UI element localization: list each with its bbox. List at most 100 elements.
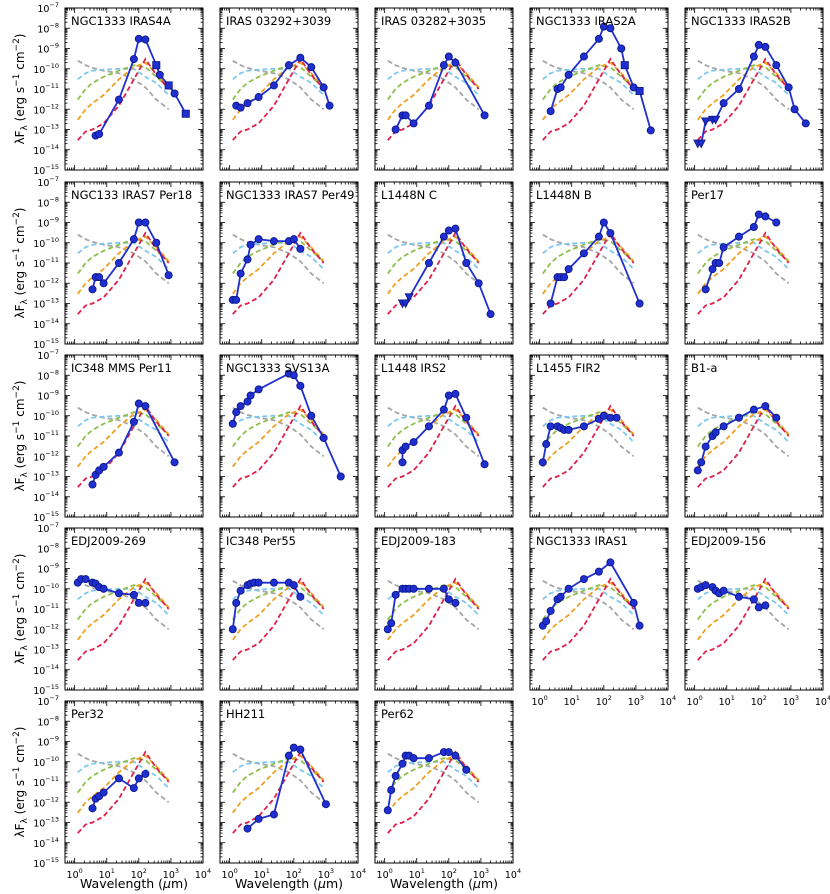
axis-ticks	[374, 700, 514, 864]
sed-point	[134, 34, 143, 43]
sed-point	[451, 58, 460, 67]
model-curve-lightblue	[697, 587, 790, 616]
model-curve-lightblue	[542, 587, 635, 616]
sed-point	[398, 759, 407, 768]
model-curve-red	[232, 750, 325, 834]
x-tick-label: 100	[687, 694, 703, 708]
x-tick-label: 101	[409, 867, 425, 881]
sed-point	[387, 786, 396, 795]
x-tick-label: 104	[660, 694, 676, 708]
sed-point	[480, 111, 489, 120]
sed-point	[296, 244, 305, 253]
sed-point	[289, 743, 298, 752]
y-axis-label: λFλ (erg s−1 cm−2)	[12, 727, 30, 838]
sed-point	[336, 472, 345, 481]
sed-point	[790, 105, 799, 114]
model-curve-green	[232, 411, 325, 448]
panels-group: NGC1333 IRAS4A 10−7 10−8 10−9 10−10 10−11 10−1…	[33, 1, 830, 881]
sed-point	[715, 258, 724, 267]
axis-ticks	[684, 527, 824, 691]
model-curve-red	[77, 577, 170, 661]
panel-8: L1448N B	[529, 181, 669, 345]
sed-point	[243, 824, 252, 833]
sed-point	[391, 590, 400, 599]
sed-point	[710, 115, 721, 125]
sed-point	[693, 466, 702, 475]
sed-point	[546, 299, 555, 308]
model-curve-gray	[542, 406, 635, 458]
sed-point	[319, 433, 328, 442]
sed-point	[635, 299, 644, 308]
panel-frame	[684, 181, 824, 345]
y-tick-label: 10−13	[33, 470, 59, 484]
sed-point	[307, 63, 316, 72]
sed-point	[319, 83, 328, 92]
sed-point	[564, 584, 573, 593]
y-tick-label: 10−8	[37, 714, 59, 728]
panel-title: NGC133 IRAS7 Per18	[71, 188, 192, 202]
panel-title: EDJ2009-269	[71, 534, 146, 548]
model-curve-lightblue	[77, 414, 170, 443]
sed-point	[152, 238, 161, 247]
sed-point	[129, 417, 138, 426]
x-tick-label: 102	[286, 867, 302, 881]
model-curve-gray	[387, 406, 480, 458]
y-tick-label: 10−14	[33, 317, 59, 331]
model-curve-lightblue	[697, 67, 790, 96]
model-curve-lightblue	[77, 241, 170, 270]
y-tick-label: 10−14	[33, 490, 59, 504]
axis-ticks	[64, 7, 204, 171]
sed-point	[556, 592, 565, 601]
sed-point	[141, 769, 150, 778]
sed-point	[404, 293, 414, 303]
x-tick-label: 100	[377, 867, 393, 881]
sed-point	[254, 235, 263, 244]
sed-point	[594, 34, 603, 43]
y-tick-label: 10−15	[33, 856, 59, 870]
panel-9: Per17	[684, 181, 824, 345]
x-tick-label: 102	[596, 694, 612, 708]
y-tick-label: 10−11	[33, 429, 59, 443]
sed-point	[579, 422, 588, 431]
panel-frame	[219, 700, 359, 864]
panel-frame	[64, 354, 204, 518]
sed-point	[152, 61, 161, 70]
y-tick-label: 10−9	[37, 389, 59, 403]
sed-point	[409, 438, 418, 447]
model-curve-red	[387, 750, 480, 834]
sed-point	[99, 462, 108, 471]
sed-point	[232, 295, 241, 304]
y-tick-label: 10−13	[33, 297, 59, 311]
sed-point	[129, 55, 138, 64]
x-axis-label: Wavelength (μm)	[80, 876, 188, 891]
sed-point	[81, 575, 90, 584]
panel-frame	[64, 527, 204, 691]
sed-point	[387, 619, 396, 628]
sed-point	[134, 399, 143, 408]
sed-point	[617, 44, 626, 53]
x-tick-label: 104	[350, 867, 366, 881]
model-curve-lightblue	[697, 241, 790, 270]
sed-point	[114, 774, 123, 783]
sed-point	[451, 751, 460, 760]
sed-point	[289, 235, 298, 244]
x-tick-label: 101	[99, 867, 115, 881]
sed-point	[542, 617, 551, 626]
axis-ticks	[219, 527, 359, 691]
panel-title: NGC1333 SVS13A	[226, 361, 330, 375]
model-curve-red	[77, 404, 170, 488]
model-curve-lightblue	[232, 414, 325, 443]
sed-point	[284, 751, 293, 760]
sed-point	[114, 95, 123, 104]
sed-point	[761, 601, 770, 610]
sed-point	[734, 592, 743, 601]
panel-title: Per17	[691, 188, 724, 202]
panel-11: NGC1333 SVS13A	[219, 354, 359, 518]
sed-point	[696, 139, 706, 149]
panel-frame	[529, 354, 669, 518]
sed-point	[564, 265, 573, 274]
sed-point	[635, 621, 644, 630]
model-curve-green	[77, 64, 170, 101]
y-tick-label: 10−14	[33, 143, 59, 157]
